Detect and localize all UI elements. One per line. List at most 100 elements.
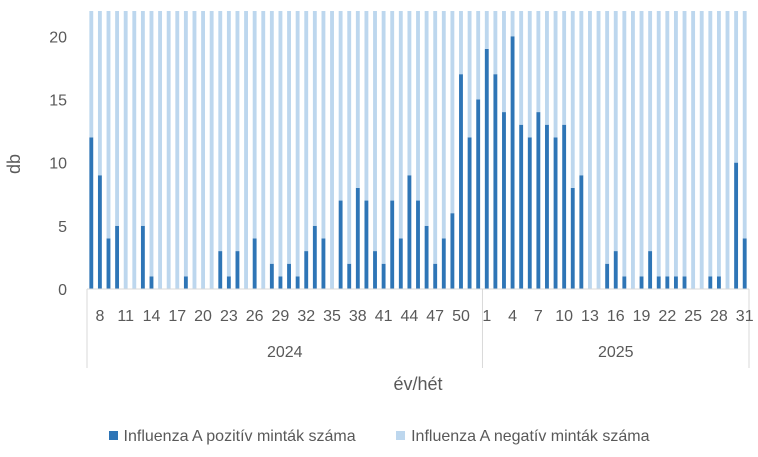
bar-positive [373, 251, 377, 289]
year-label: 2025 [598, 344, 634, 361]
bar-positive [97, 175, 102, 289]
bar-positive [648, 251, 653, 289]
x-tick-label: 32 [297, 308, 315, 325]
bar-negative [295, 11, 300, 277]
bar-positive [467, 137, 472, 289]
bar-positive [441, 238, 446, 289]
x-tick-label: 38 [349, 308, 367, 325]
bar-negative [321, 11, 326, 239]
bar-positive [656, 276, 661, 289]
y-axis-title: db [4, 154, 24, 174]
bar-negative [132, 11, 137, 289]
bar-positive [355, 187, 360, 289]
y-tick-label: 20 [49, 29, 67, 46]
bar-positive [338, 200, 343, 289]
bar-negative [459, 11, 463, 75]
bar-negative [682, 11, 687, 277]
bar-negative [716, 11, 721, 277]
bar-negative [381, 11, 386, 264]
bar-negative [467, 11, 472, 138]
x-tick-label: 22 [658, 308, 676, 325]
bar-negative [665, 11, 670, 277]
bar-negative [631, 11, 635, 289]
bar-positive [218, 251, 223, 289]
bar-negative [579, 11, 584, 176]
bar-negative [312, 11, 317, 226]
bar-positive [545, 124, 549, 290]
legend-item-positive: Influenza A pozitív minták száma [108, 428, 356, 446]
x-tick-label: 25 [684, 308, 702, 325]
bar-positive [424, 225, 429, 289]
bar-positive [140, 225, 145, 289]
bar-positive [269, 263, 274, 289]
bar-negative [330, 11, 334, 289]
bar-negative [115, 11, 120, 226]
bar-positive [682, 276, 687, 289]
bar-negative [106, 11, 111, 239]
legend-item-negative: Influenza A negatív minták száma [396, 428, 649, 446]
bar-negative [261, 11, 266, 289]
bar-positive [673, 276, 678, 289]
bar-negative [398, 11, 403, 239]
bar-negative [209, 11, 214, 289]
bar-negative [742, 11, 747, 239]
bar-negative [278, 11, 283, 277]
bar-negative [441, 11, 446, 239]
bar-positive [734, 162, 739, 289]
x-tick-label: 29 [272, 308, 290, 325]
bars-layer [89, 11, 747, 290]
x-tick-label: 17 [168, 308, 186, 325]
bar-negative [355, 11, 360, 188]
bar-negative [433, 11, 438, 264]
legend-swatch-positive [108, 431, 118, 441]
x-tick-label: 10 [555, 308, 573, 325]
bar-positive [106, 238, 111, 289]
bar-negative [166, 11, 171, 289]
bar-positive [476, 99, 481, 289]
legend-label-negative: Influenza A negatív minták száma [411, 428, 650, 445]
bar-positive [553, 137, 558, 289]
bar-positive [459, 74, 463, 289]
bar-negative [536, 11, 541, 113]
bar-positive [742, 238, 747, 289]
x-tick-label: 8 [95, 308, 104, 325]
bar-positive [639, 276, 644, 289]
bar-negative [347, 11, 352, 264]
bar-positive [312, 225, 317, 289]
bar-negative [553, 11, 558, 138]
x-tick-label: 47 [426, 308, 444, 325]
bar-positive [347, 263, 352, 289]
x-tick-label: 14 [143, 308, 161, 325]
bar-negative [149, 11, 154, 277]
bar-positive [407, 175, 412, 289]
bar-negative [673, 11, 678, 277]
x-tick-label: 7 [534, 308, 543, 325]
bar-negative [527, 11, 532, 138]
x-tick-label: 35 [323, 308, 341, 325]
legend-label-positive: Influenza A pozitív minták száma [123, 428, 356, 445]
x-tick-label: 50 [452, 308, 470, 325]
bar-positive [416, 200, 420, 289]
bar-positive [484, 48, 489, 290]
bar-negative [502, 11, 506, 113]
bar-negative [390, 11, 395, 201]
bar-negative [691, 11, 696, 289]
bar-negative [218, 11, 223, 252]
bar-positive [450, 213, 455, 289]
bar-positive [183, 276, 188, 289]
legend: Influenza A pozitív minták száma Influen… [0, 428, 758, 446]
bar-negative [708, 11, 713, 277]
bar-negative [304, 11, 309, 252]
bar-negative [596, 11, 601, 289]
bar-negative [450, 11, 455, 214]
x-tick-label: 44 [401, 308, 419, 325]
x-tick-label: 11 [117, 308, 134, 325]
bar-positive [708, 276, 713, 289]
bar-negative [545, 11, 549, 125]
y-tick-label: 10 [49, 156, 67, 173]
x-tick-label: 31 [736, 308, 754, 325]
bar-negative [123, 11, 128, 289]
x-tick-label: 4 [508, 308, 517, 325]
bar-negative [158, 11, 163, 289]
y-tick-label: 5 [58, 219, 67, 236]
